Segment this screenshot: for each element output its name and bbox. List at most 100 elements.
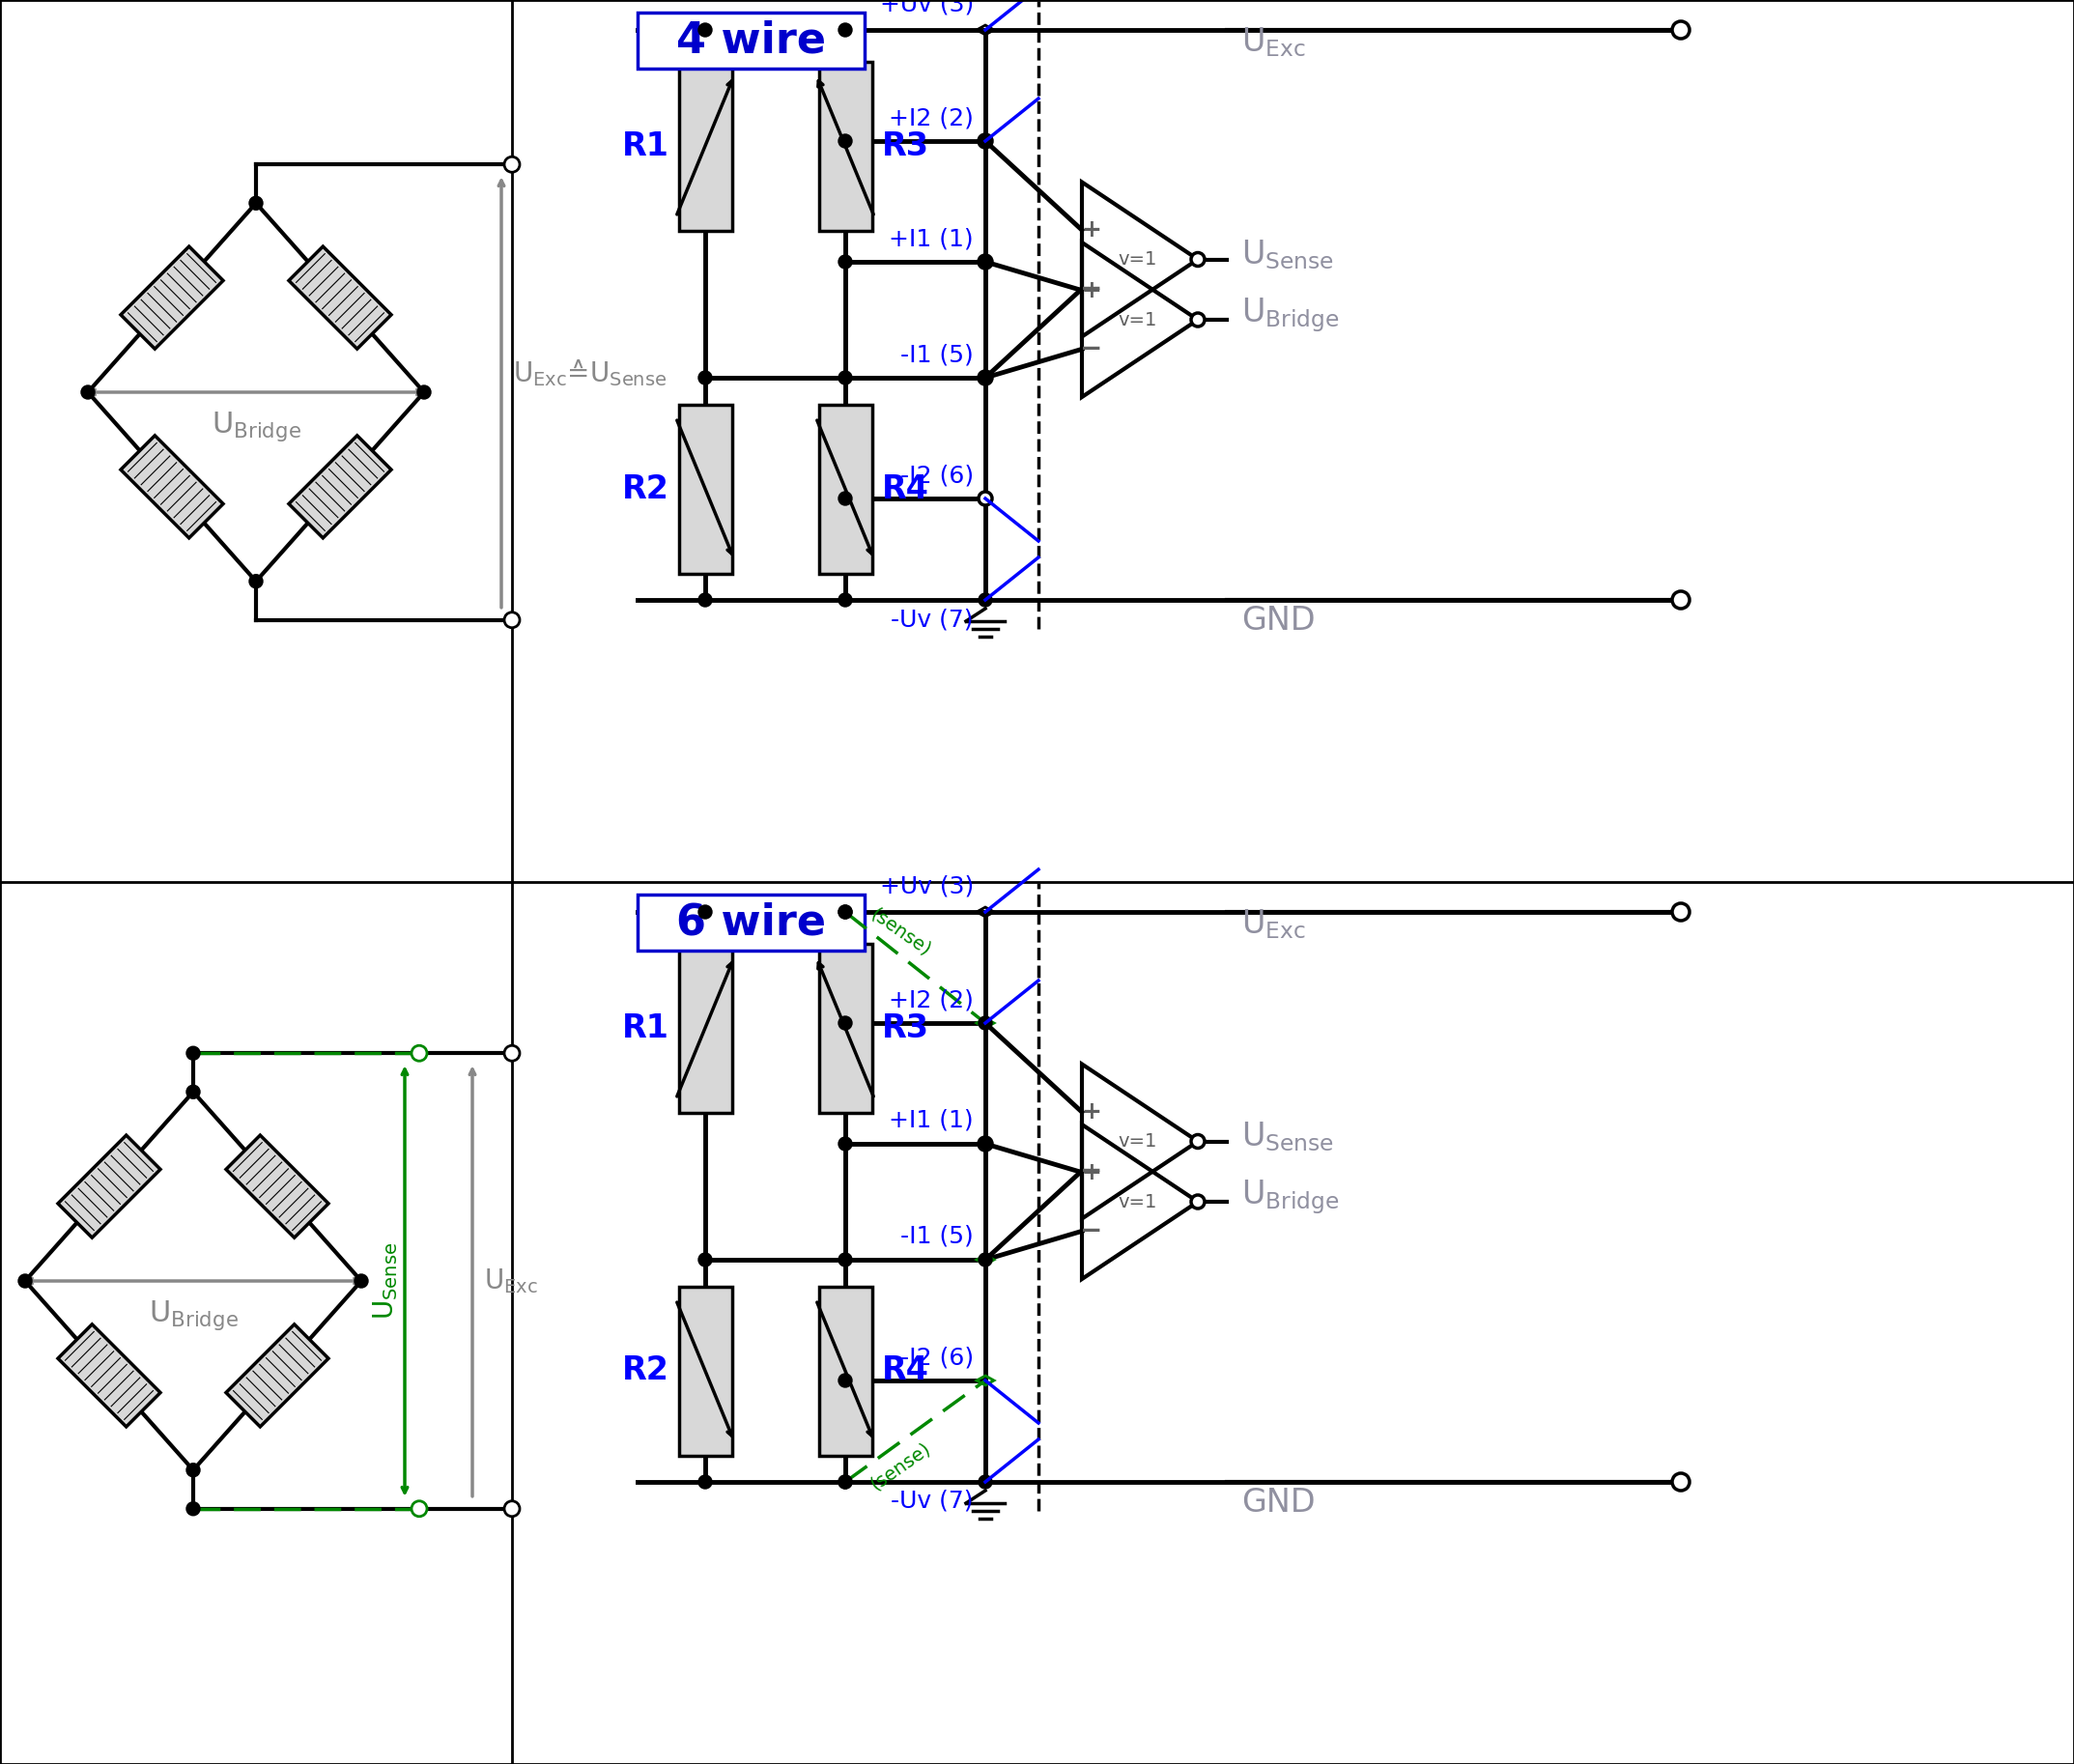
Text: v=1: v=1 — [1118, 1132, 1157, 1150]
Text: R3: R3 — [881, 131, 929, 162]
Bar — [678, 944, 732, 1113]
Circle shape — [838, 905, 852, 919]
Text: +Uv (3): +Uv (3) — [879, 0, 973, 16]
Circle shape — [838, 256, 852, 268]
Text: −: − — [1081, 335, 1103, 363]
Text: U$_{\mathregular{Exc}}$: U$_{\mathregular{Exc}}$ — [1242, 907, 1307, 940]
Circle shape — [838, 1252, 852, 1267]
Circle shape — [1190, 252, 1205, 266]
Circle shape — [187, 1046, 199, 1060]
Polygon shape — [58, 1136, 160, 1238]
Circle shape — [838, 1138, 852, 1150]
Circle shape — [979, 134, 991, 148]
Bar — [819, 1286, 871, 1455]
Text: R2: R2 — [622, 473, 670, 505]
Bar — [678, 62, 732, 231]
Polygon shape — [120, 247, 224, 349]
Text: U$_{\mathregular{Exc}}$: U$_{\mathregular{Exc}}$ — [483, 1267, 537, 1295]
Circle shape — [979, 1475, 991, 1489]
Circle shape — [838, 1374, 852, 1387]
Text: +I1 (1): +I1 (1) — [890, 228, 973, 250]
Text: (sense): (sense) — [867, 905, 935, 960]
Text: U$_{\mathregular{Sense}}$: U$_{\mathregular{Sense}}$ — [1242, 1120, 1334, 1154]
Text: U$_{\mathregular{Bridge}}$: U$_{\mathregular{Bridge}}$ — [212, 409, 301, 443]
Text: +I2 (2): +I2 (2) — [890, 106, 973, 129]
Circle shape — [979, 1016, 991, 1030]
Circle shape — [504, 157, 521, 173]
Polygon shape — [288, 436, 392, 538]
Circle shape — [838, 134, 852, 148]
Bar — [819, 944, 871, 1113]
Circle shape — [411, 1046, 427, 1060]
Text: v=1: v=1 — [1118, 250, 1157, 268]
Circle shape — [838, 1475, 852, 1489]
Polygon shape — [226, 1325, 328, 1427]
Text: (sense): (sense) — [867, 1439, 935, 1494]
Circle shape — [979, 134, 991, 148]
Text: U$_{\mathregular{Exc}}$: U$_{\mathregular{Exc}}$ — [1242, 25, 1307, 58]
Text: +I2 (2): +I2 (2) — [890, 988, 973, 1011]
Text: +: + — [1081, 279, 1101, 302]
Circle shape — [838, 905, 852, 919]
Bar — [819, 62, 871, 231]
Circle shape — [355, 1274, 367, 1288]
Circle shape — [411, 1501, 427, 1517]
Circle shape — [81, 386, 95, 399]
Circle shape — [838, 370, 852, 385]
Text: U$_{\mathregular{Sense}}$: U$_{\mathregular{Sense}}$ — [1242, 238, 1334, 272]
Text: U$_{\mathregular{Bridge}}$: U$_{\mathregular{Bridge}}$ — [1242, 296, 1340, 333]
Text: 6 wire: 6 wire — [676, 901, 825, 944]
Circle shape — [979, 256, 991, 268]
Text: +: + — [1081, 1101, 1101, 1124]
Text: -Uv (7): -Uv (7) — [892, 607, 973, 632]
Text: U$_{\mathregular{Bridge}}$: U$_{\mathregular{Bridge}}$ — [1242, 1178, 1340, 1215]
Bar — [637, 12, 865, 69]
Text: GND: GND — [1242, 1487, 1315, 1519]
Circle shape — [187, 1085, 199, 1099]
Circle shape — [504, 1501, 521, 1517]
Bar — [637, 894, 865, 951]
Text: +Uv (3): +Uv (3) — [879, 875, 973, 898]
Circle shape — [838, 23, 852, 37]
Circle shape — [187, 1464, 199, 1476]
Circle shape — [699, 370, 711, 385]
Circle shape — [1190, 1194, 1205, 1208]
Circle shape — [979, 370, 991, 385]
Text: -Uv (7): -Uv (7) — [892, 1489, 973, 1514]
Text: +: + — [1081, 1161, 1101, 1184]
Circle shape — [979, 1138, 991, 1150]
Circle shape — [838, 492, 852, 505]
Text: U$_{\mathregular{Bridge}}$: U$_{\mathregular{Bridge}}$ — [149, 1298, 239, 1332]
Text: v=1: v=1 — [1118, 310, 1157, 328]
Text: R4: R4 — [881, 1355, 929, 1387]
Bar — [678, 404, 732, 573]
Circle shape — [979, 1138, 991, 1150]
Circle shape — [699, 1475, 711, 1489]
Polygon shape — [226, 1136, 328, 1238]
Polygon shape — [58, 1325, 160, 1427]
Text: -I1 (5): -I1 (5) — [900, 1224, 973, 1249]
Circle shape — [699, 593, 711, 607]
Bar — [678, 1286, 732, 1455]
Circle shape — [1672, 21, 1690, 39]
Circle shape — [1672, 591, 1690, 609]
Polygon shape — [120, 436, 224, 538]
Circle shape — [979, 1252, 991, 1267]
Circle shape — [699, 905, 711, 919]
Text: v=1: v=1 — [1118, 1192, 1157, 1210]
Circle shape — [838, 593, 852, 607]
Text: −: − — [1081, 1157, 1103, 1184]
Circle shape — [1190, 312, 1205, 326]
Text: U$_{\mathregular{Sense}}$: U$_{\mathregular{Sense}}$ — [371, 1242, 400, 1319]
Circle shape — [979, 492, 991, 505]
Circle shape — [1672, 1473, 1690, 1491]
Circle shape — [979, 256, 991, 268]
Circle shape — [1190, 1134, 1205, 1148]
Circle shape — [699, 23, 711, 37]
Text: +I1 (1): +I1 (1) — [890, 1110, 973, 1132]
Text: +: + — [1081, 219, 1101, 242]
Circle shape — [504, 1046, 521, 1060]
Text: -I2 (6): -I2 (6) — [900, 464, 973, 487]
Text: -I1 (5): -I1 (5) — [900, 342, 973, 367]
Text: GND: GND — [1242, 605, 1315, 637]
